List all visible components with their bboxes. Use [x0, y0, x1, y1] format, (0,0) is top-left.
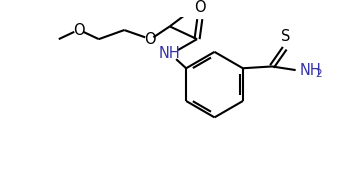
Text: O: O: [194, 0, 206, 15]
Text: S: S: [281, 29, 290, 44]
Text: 2: 2: [316, 69, 322, 79]
Text: NH: NH: [299, 63, 321, 78]
Text: NH: NH: [159, 46, 180, 61]
Text: O: O: [73, 22, 84, 38]
Text: O: O: [144, 32, 155, 47]
